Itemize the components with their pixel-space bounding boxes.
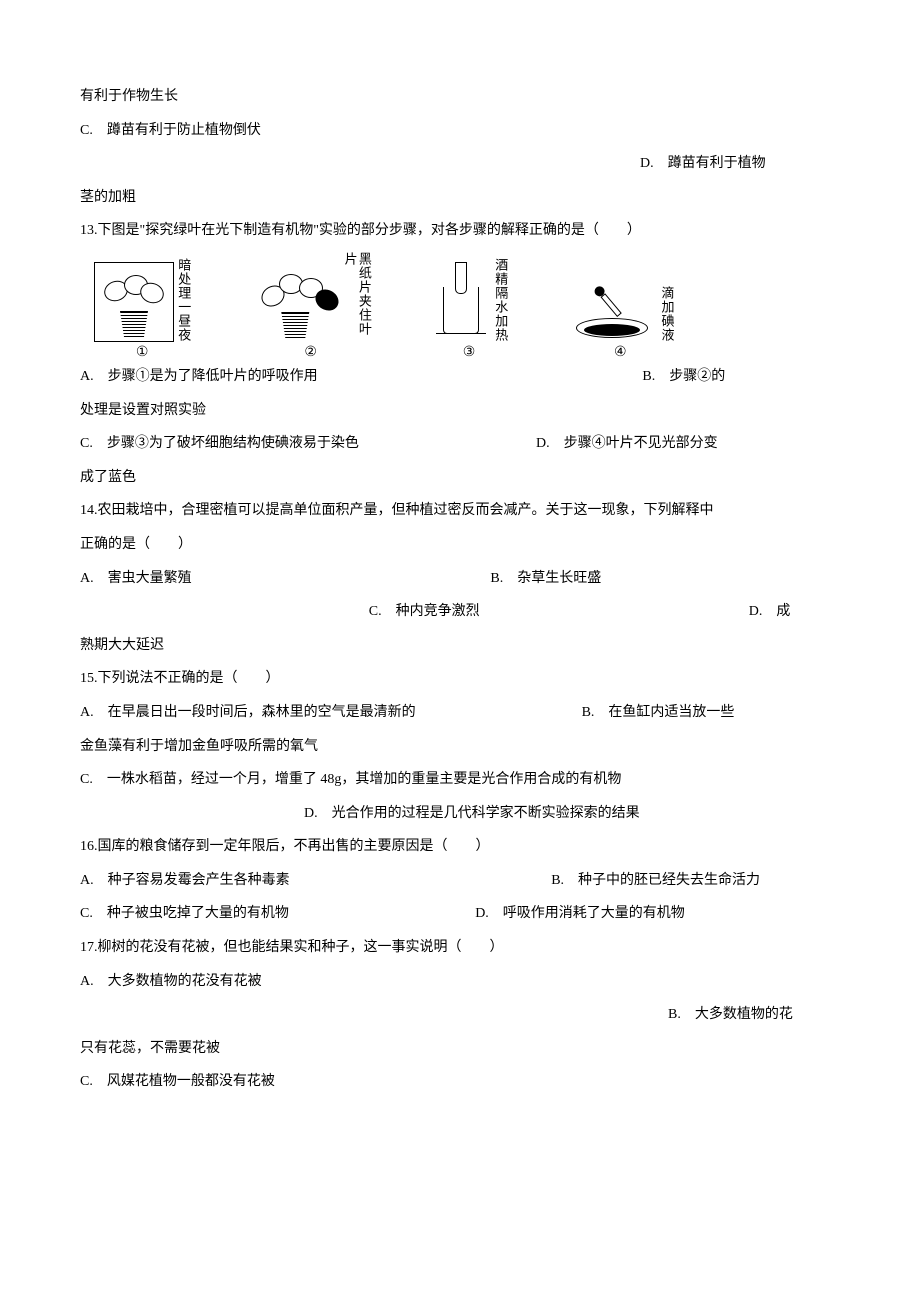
q13-optD-cont: 成了蓝色 [80, 461, 840, 495]
q14-optA: A. 害虫大量繁殖 [80, 562, 490, 596]
q14-optC: C. 种内竞争激烈 [369, 595, 749, 629]
q13-fig4: 滴加碘液 ④ [567, 252, 673, 360]
q14-stem2: 正确的是（ ） [80, 528, 840, 562]
q14-optCD-row: C. 种内竞争激烈 D. 成 [80, 595, 840, 629]
q13-optD-prefix: D. 步骤④叶片不见光部分变 [536, 427, 718, 461]
q16-optC: C. 种子被虫吃掉了大量的有机物 [80, 897, 475, 931]
q13-optB-cont: 处理是设置对照实验 [80, 394, 840, 428]
q16-optCD-row: C. 种子被虫吃掉了大量的有机物 D. 呼吸作用消耗了大量的有机物 [80, 897, 840, 931]
q15-optB-cont: 金鱼藻有利于增加金鱼呼吸所需的氧气 [80, 730, 840, 764]
q13-optA: A. 步骤①是为了降低叶片的呼吸作用 [80, 360, 642, 394]
q17-optB-prefix: B. 大多数植物的花 [668, 1007, 793, 1022]
q17-optA: A. 大多数植物的花没有花被 [80, 965, 840, 999]
q13-fig1: 暗处理一昼夜 ① [94, 252, 190, 360]
q15-optAB-row: A. 在早晨日出一段时间后，森林里的空气是最清新的 B. 在鱼缸内适当放一些 [80, 696, 840, 730]
q16-optAB-row: A. 种子容易发霉会产生各种毒素 B. 种子中的胚已经失去生命活力 [80, 864, 840, 898]
q13-fig3: 酒精隔水加热 ③ [431, 252, 507, 360]
prev-optC: C. 蹲苗有利于防止植物倒伏 [80, 114, 840, 148]
q13-num4: ④ [614, 346, 627, 360]
q13-stem: 13.下图是"探究绿叶在光下制造有机物"实验的部分步骤，对各步骤的解释正确的是（… [80, 214, 840, 248]
q15-optC: C. 一株水稻苗，经过一个月，增重了 48g，其增加的重量主要是光合作用合成的有… [80, 763, 840, 797]
prev-optD-cont: 茎的加粗 [80, 181, 840, 215]
q13-num2: ② [304, 346, 317, 360]
q17-stem: 17.柳树的花没有花被，但也能结果实和种子，这一事实说明（ ） [80, 931, 840, 965]
q14-optB: B. 杂草生长旺盛 [490, 562, 601, 596]
q16-stem: 16.国库的粮食储存到一定年限后，不再出售的主要原因是（ ） [80, 830, 840, 864]
q13-num1: ① [136, 346, 149, 360]
q14-optD-cont: 熟期大大延迟 [80, 629, 840, 663]
q16-optD: D. 呼吸作用消耗了大量的有机物 [475, 897, 685, 931]
q13-fig2: 黑纸片夹住叶片 ② [250, 252, 371, 360]
q14-optD-prefix: D. 成 [749, 595, 791, 629]
beaker-heat-icon [431, 262, 491, 342]
q15-optB-prefix: B. 在鱼缸内适当放一些 [582, 696, 735, 730]
plant-clip-icon [250, 262, 340, 342]
q13-num3: ③ [463, 346, 476, 360]
q13-fig2-label: 黑纸片夹住叶片 [342, 252, 371, 342]
q13-fig4-label: 滴加碘液 [659, 286, 673, 342]
q15-optA: A. 在早晨日出一段时间后，森林里的空气是最清新的 [80, 696, 582, 730]
q15-optD: D. 光合作用的过程是几代科学家不断实验探索的结果 [80, 797, 840, 831]
q13-fig3-label: 酒精隔水加热 [493, 258, 507, 342]
q16-optA: A. 种子容易发霉会产生各种毒素 [80, 864, 551, 898]
q13-optC: C. 步骤③为了破坏细胞结构使碘液易于染色 [80, 427, 536, 461]
q17-optB-cont: 只有花蕊，不需要花被 [80, 1032, 840, 1066]
iodine-drop-icon [567, 282, 657, 342]
q13-figure-row: 暗处理一昼夜 ① 黑纸片夹住叶片 ② 酒 [80, 252, 840, 360]
q17-optC: C. 风媒花植物一般都没有花被 [80, 1065, 840, 1099]
q14-optAB-row: A. 害虫大量繁殖 B. 杂草生长旺盛 [80, 562, 840, 596]
prev-tail-1: 有利于作物生长 [80, 80, 840, 114]
q13-optB-prefix: B. 步骤②的 [642, 360, 725, 394]
q15-stem: 15.下列说法不正确的是（ ） [80, 662, 840, 696]
prev-optD-line: D. 蹲苗有利于植物 [80, 147, 840, 181]
q13-optAB-row: A. 步骤①是为了降低叶片的呼吸作用 B. 步骤②的 [80, 360, 840, 394]
plant-dark-icon [94, 262, 174, 342]
q13-optCD-row: C. 步骤③为了破坏细胞结构使碘液易于染色 D. 步骤④叶片不见光部分变 [80, 427, 840, 461]
prev-optD-prefix: D. 蹲苗有利于植物 [640, 156, 766, 171]
q14-stem1: 14.农田栽培中，合理密植可以提高单位面积产量，但种植过密反而会减产。关于这一现… [80, 494, 840, 528]
q17-optB-line: B. 大多数植物的花 [80, 998, 840, 1032]
q16-optB: B. 种子中的胚已经失去生命活力 [551, 864, 760, 898]
q13-fig1-label: 暗处理一昼夜 [176, 258, 190, 342]
